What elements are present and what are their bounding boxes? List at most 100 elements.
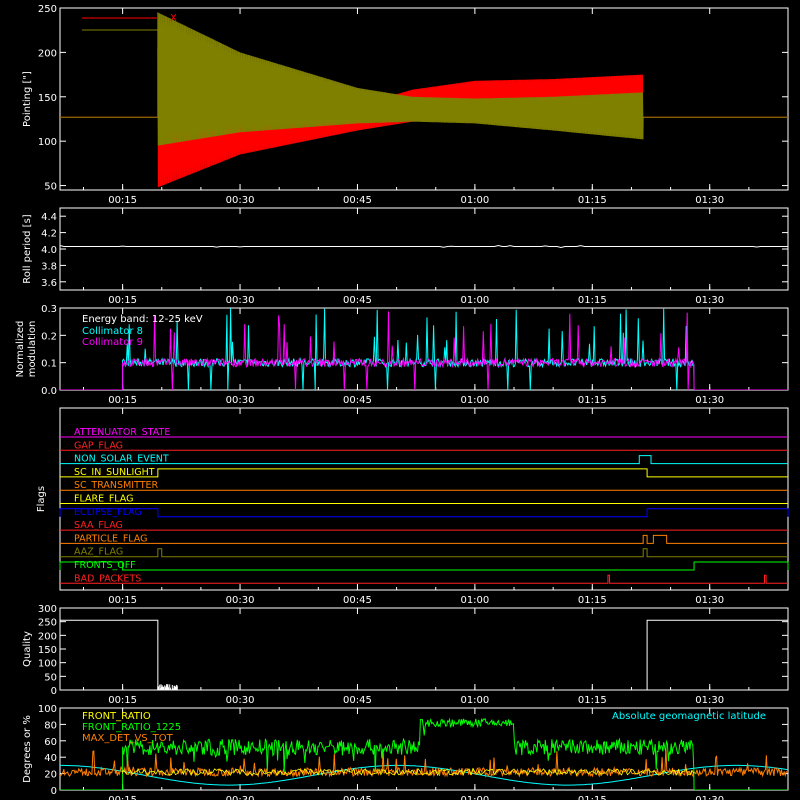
quality-ytick-label: 300 <box>38 604 57 615</box>
flags-xtick-label: 00:45 <box>343 595 372 606</box>
modulation-xtick-label: 01:00 <box>460 395 489 406</box>
ratios-ylabel: Degrees or % <box>22 715 33 783</box>
roll-xtick-label: 01:15 <box>578 295 607 306</box>
modulation-xtick-label: 01:30 <box>695 395 724 406</box>
modulation-legend-8: Collimator 8 <box>82 326 143 337</box>
flag-line-non-solar-event <box>60 455 788 465</box>
flag-label-eclipse-flag: ECLIPSE_FLAG <box>74 507 142 518</box>
quality-ytick-label: 250 <box>38 618 57 629</box>
modulation-ylabel-2: modulation <box>27 321 38 378</box>
ratios-xtick-label: 00:30 <box>226 795 255 800</box>
ratios-legend-front-ratio-1225: FRONT_RATIO_1225 <box>82 722 181 733</box>
ratios-max-det-vs-tot <box>60 747 788 778</box>
ratios-xtick-label: 01:00 <box>460 795 489 800</box>
flag-label-particle-flag: PARTICLE_FLAG <box>74 533 147 544</box>
modulation-series-8 <box>60 308 788 390</box>
flag-line-sc-in-sunlight <box>60 468 788 478</box>
flags-frame <box>59 407 789 591</box>
panel-ratios: 00:15 00:30 00:45 01:00 01:15 01:30 0 20 40 60 80 1… <box>22 704 789 800</box>
flag-label-gap-flag: GAP_FLAG <box>74 440 123 451</box>
flags-xtick-label: 00:15 <box>108 595 137 606</box>
quality-ylabel: Quality <box>22 631 33 667</box>
quality-ytick-label: 50 <box>44 672 57 683</box>
pointing-legend-x: X <box>170 13 177 24</box>
panel-quality: 00:15 00:30 00:45 01:00 01:15 01:30 0 50 100 150 2… <box>22 604 789 706</box>
ratios-ytick-label: 60 <box>44 737 57 748</box>
modulation-xtick-label: 00:15 <box>108 395 137 406</box>
pointing-frame <box>59 7 789 191</box>
quality-xtick-label: 00:15 <box>108 695 137 706</box>
ratios-right-label: Absolute geomagnetic latitude <box>612 711 766 722</box>
flags-ylabel: Flags <box>36 486 47 512</box>
ratios-frame <box>59 707 789 791</box>
quality-xtick-label: 01:00 <box>460 695 489 706</box>
quality-ytick-label: 100 <box>38 659 57 670</box>
roll-xtick-label: 01:00 <box>460 295 489 306</box>
modulation-ylabel: Normalized <box>15 321 26 378</box>
roll-xtick-label: 01:30 <box>695 295 724 306</box>
ratios-xtick-label: 00:15 <box>108 795 137 800</box>
roll-ytick-label: 3.8 <box>41 261 57 272</box>
modulation-legend-9: Collimator 9 <box>82 337 143 348</box>
flag-label-sc-in-sunlight: SC_IN_SUNLIGHT <box>74 467 155 478</box>
modulation-energy-band: Energy band: 12-25 keV <box>82 314 203 325</box>
modulation-xtick-label: 01:15 <box>578 395 607 406</box>
quality-xtick-label: 01:15 <box>578 695 607 706</box>
pointing-legend-y: Y <box>169 25 177 36</box>
modulation-ytick-label: 0.1 <box>41 359 57 370</box>
quality-ytick-label: 0 <box>51 686 57 697</box>
modulation-ytick-label: 0.3 <box>41 304 57 315</box>
pointing-xtick-label: 01:30 <box>695 195 724 206</box>
pointing-ylabel: Pointing ["] <box>22 71 33 127</box>
ratios-ytick-label: 100 <box>38 704 57 715</box>
roll-ytick-label: 4.2 <box>41 229 57 240</box>
roll-frame <box>59 207 789 291</box>
ratios-xtick-label: 00:45 <box>343 795 372 800</box>
flag-label-fronts-off: FRONTS_OFF <box>74 560 136 571</box>
panel-pointing: 00:15 00:30 00:45 01:00 01:15 01:30 50 100 150 20… <box>22 4 789 206</box>
flags-xtick-label: 00:30 <box>226 595 255 606</box>
quality-xtick-label: 00:45 <box>343 695 372 706</box>
flags-xtick-label: 01:15 <box>578 595 607 606</box>
pointing-xtick-label: 00:15 <box>108 195 137 206</box>
pointing-ytick-label: 250 <box>38 4 57 15</box>
pointing-ytick-label: 150 <box>38 93 57 104</box>
quality-ytick-label: 200 <box>38 631 57 642</box>
pointing-series-y <box>60 12 788 146</box>
ratios-ytick-label: 20 <box>44 770 57 781</box>
flag-label-attenuator-state: ATTENUATOR_STATE <box>74 427 170 438</box>
ratios-ytick-label: 40 <box>44 753 57 764</box>
modulation-ytick-label: 0.0 <box>41 386 57 397</box>
panel-flags: 00:15 00:30 00:45 01:00 01:15 01:30 Flags ATTEN… <box>36 407 789 606</box>
pointing-xtick-label: 01:00 <box>460 195 489 206</box>
ratios-ytick-label: 80 <box>44 720 57 731</box>
ratios-xtick-label: 01:30 <box>695 795 724 800</box>
panel-roll: 00:15 00:30 00:45 01:00 01:15 01:30 3.6 3.8 4.0 4… <box>22 207 789 306</box>
flags-xtick-label: 01:00 <box>460 595 489 606</box>
quality-ytick-label: 150 <box>38 645 57 656</box>
quality-series <box>60 619 788 691</box>
modulation-xtick-label: 00:30 <box>226 395 255 406</box>
pointing-ytick-label: 200 <box>38 48 57 59</box>
roll-ytick-label: 4.0 <box>41 245 57 256</box>
roll-xtick-label: 00:30 <box>226 295 255 306</box>
flag-line-bad-packets <box>60 574 788 584</box>
flag-line-particle-flag <box>60 534 788 544</box>
modulation-frame <box>59 307 789 391</box>
flag-label-flare-flag: FLARE_FLAG <box>74 494 134 505</box>
flag-label-non-solar-event: NON_SOLAR_EVENT <box>74 454 169 465</box>
roll-xtick-label: 00:15 <box>108 295 137 306</box>
quality-xtick-label: 00:30 <box>226 695 255 706</box>
ratios-geomag-latitude <box>60 764 788 786</box>
roll-ytick-label: 3.6 <box>41 278 57 289</box>
ratios-legend-front-ratio: FRONT_RATIO <box>82 711 151 722</box>
ratios-xtick-label: 01:15 <box>578 795 607 800</box>
roll-series <box>59 244 788 249</box>
modulation-xtick-label: 00:45 <box>343 395 372 406</box>
roll-xtick-label: 00:45 <box>343 295 372 306</box>
flag-line-eclipse-flag <box>59 508 789 518</box>
ratios-front-ratio <box>122 767 695 777</box>
pointing-ytick-label: 50 <box>44 182 57 193</box>
flags-xtick-label: 01:30 <box>695 595 724 606</box>
